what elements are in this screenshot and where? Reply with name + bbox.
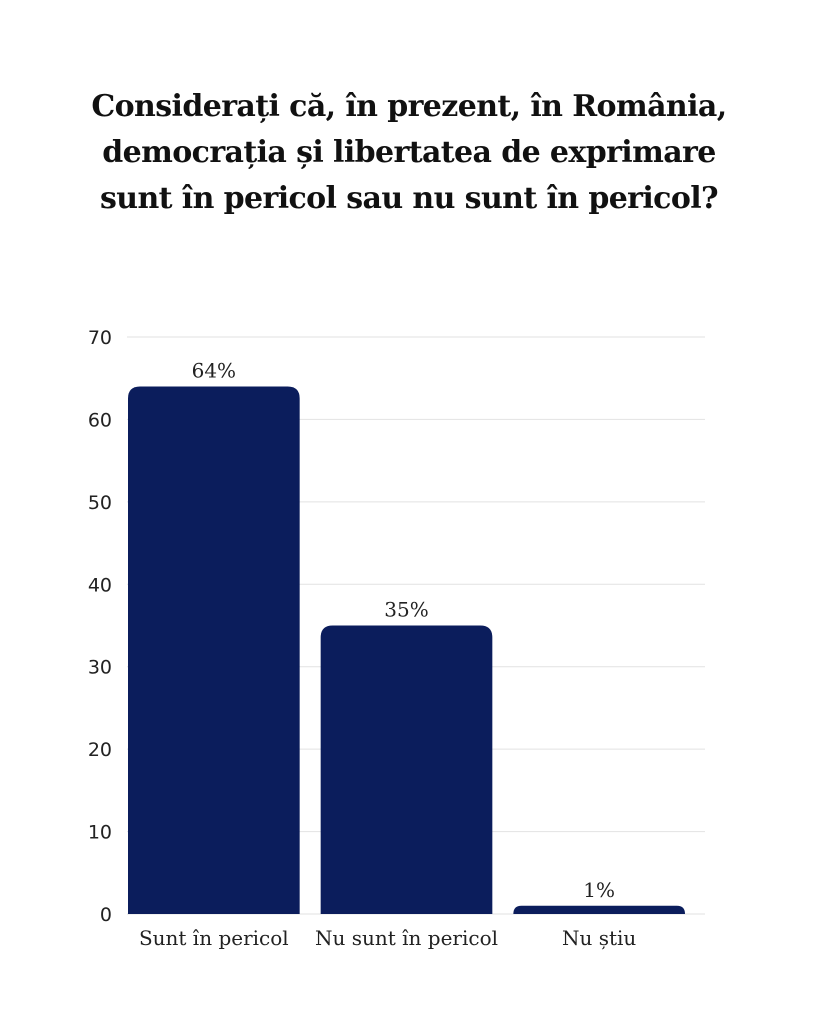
chart-title: Considerați că, în prezent, în România, … bbox=[0, 84, 818, 222]
x-tick-label: Sunt în pericol bbox=[139, 926, 289, 950]
chart-title-line-1: Considerați că, în prezent, în România, bbox=[91, 89, 727, 124]
y-axis-ticks: 0 10 20 30 40 50 60 70 bbox=[88, 327, 112, 926]
data-label: 64% bbox=[192, 358, 236, 382]
x-tick-label: Nu sunt în pericol bbox=[315, 926, 498, 950]
chart-title-line-2: democrația și libertatea de exprimare bbox=[102, 135, 716, 170]
chart-title-line-3: sunt în pericol sau nu sunt în pericol? bbox=[99, 181, 719, 216]
y-tick-label: 70 bbox=[88, 327, 112, 349]
y-tick-label: 20 bbox=[88, 739, 112, 761]
y-tick-label: 0 bbox=[100, 904, 112, 926]
data-label: 1% bbox=[583, 878, 615, 902]
y-tick-label: 10 bbox=[88, 822, 112, 844]
y-tick-label: 60 bbox=[88, 409, 112, 431]
bar bbox=[513, 905, 685, 914]
y-tick-label: 40 bbox=[88, 574, 112, 596]
bars bbox=[128, 386, 685, 914]
x-tick-label: Nu știu bbox=[562, 926, 636, 950]
bar bbox=[128, 386, 300, 914]
y-tick-label: 50 bbox=[88, 492, 112, 514]
data-labels: 64% 35% 1% bbox=[192, 358, 615, 901]
y-tick-label: 30 bbox=[88, 657, 112, 679]
bar bbox=[320, 625, 493, 914]
data-label: 35% bbox=[384, 598, 428, 622]
x-axis-labels: Sunt în pericol Nu sunt în pericol Nu știu bbox=[139, 926, 636, 950]
